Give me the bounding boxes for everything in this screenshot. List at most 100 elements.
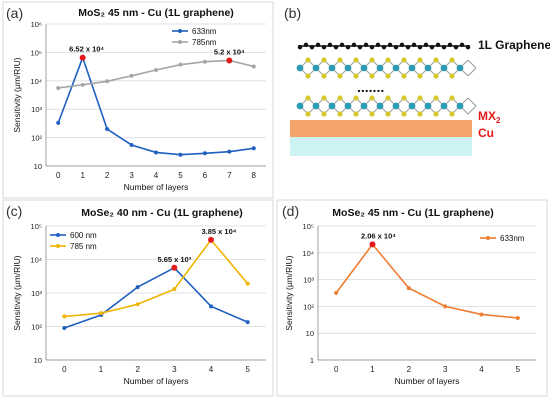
y-tick-label: 10⁶ [31,20,42,29]
legend-label: 600 nm [70,231,97,240]
y-tick-label: 10² [303,302,314,311]
chalcogen-atom [433,73,439,79]
graphene-atom [423,42,429,47]
chalcogen-atom [321,57,327,63]
schematic-b: ....... 1L Graphene MX2 Cu [290,38,550,156]
legend-marker [486,236,490,240]
legend-marker [56,233,60,237]
chalcogen-atom [401,111,407,117]
x-tick-label: 2 [407,365,412,374]
x-tick-label: 4 [479,365,484,374]
chalcogen-atom [433,111,439,117]
metal-atom [408,64,416,72]
data-point [135,285,140,290]
graphene-atom [357,45,363,50]
metal-atom [328,102,336,110]
graphene-atom [441,45,447,50]
mx2-upper-layer [296,57,477,79]
series-line [335,243,518,319]
data-point [209,304,213,309]
chalcogen-atom [369,111,375,117]
panel-a-letter: (a) [6,5,23,21]
data-point [105,79,110,84]
x-tick-label: 8 [252,171,257,180]
graphene-atom [447,42,453,47]
graphene-atom [417,45,423,50]
data-point [251,64,256,69]
series-line [64,266,248,329]
graphene-atom [315,42,321,47]
graphene-atom [387,42,393,47]
cu-layer [290,120,472,137]
graphene-layer [297,42,471,50]
chalcogen-atom [305,95,311,101]
data-point [202,151,207,156]
x-tick-label: 3 [172,365,177,374]
data-label: 5.2 x 10⁴ [214,47,245,56]
chalcogen-atom [305,73,311,79]
metal-atom [376,102,384,110]
data-point [62,326,67,331]
data-point [172,287,177,292]
chalcogen-atom [321,111,327,117]
bond [467,105,477,115]
y-axis-label: Sensitivity (μm/RIU) [12,57,22,132]
y-axis-label: Sensitivity (μm/RIU) [284,255,294,330]
data-label: 3.85 x 10⁴ [202,227,237,236]
layers-ellipsis: ....... [357,79,384,95]
graphene-atom [393,45,399,50]
data-point [515,315,520,320]
chalcogen-atom [305,111,311,117]
bond [467,59,477,69]
x-tick-label: 2 [105,171,110,180]
x-tick-label: 6 [203,171,208,180]
data-point [154,150,158,155]
x-axis-label: Number of layers [124,376,189,386]
x-tick-label: 5 [516,365,521,374]
x-tick-label: 0 [56,171,61,180]
panel-d-frame [276,199,548,397]
x-axis-label: Number of layers [124,182,189,192]
graphene-atom [405,45,411,50]
x-axis-label: Number of layers [395,376,460,386]
metal-atom [296,102,304,110]
metal-atom [360,64,368,72]
chalcogen-atom [433,95,439,101]
chalcogen-atom [369,57,375,63]
graphene-atom [321,45,327,50]
graphene-label: 1L Graphene [478,38,550,52]
y-tick-label: 10⁵ [303,222,314,231]
graphene-atom [411,42,417,47]
data-point [129,142,134,147]
y-tick-label: 10⁵ [31,222,42,231]
x-tick-label: 1 [99,365,104,374]
legend-marker [178,29,182,33]
chalcogen-atom [337,73,343,79]
highlight-point [171,264,178,271]
metal-atom [456,64,464,72]
highlight-point [369,241,376,248]
chalcogen-atom [369,95,375,101]
chart-d: 1 10 10² 10³ 10⁴ 10⁵ 0 1 2 3 4 5 MoSe₂ 45 nm - Cu (1… [284,207,536,386]
data-point [202,59,207,64]
bond [467,67,477,77]
x-tick-label: 3 [129,171,134,180]
data-point [334,290,339,295]
x-tick-label: 3 [443,365,448,374]
legend-label: 785nm [192,38,217,47]
y-tick-label: 10 [306,329,314,338]
chalcogen-atom [401,95,407,101]
chalcogen-atom [401,57,407,63]
y-axis-label: Sensitivity (μm/RIU) [12,255,22,330]
graphene-atom [459,42,465,47]
data-label: 5.65 x 10³ [157,255,191,264]
chalcogen-atom [305,57,311,63]
y-tick-label: 1 [310,356,314,365]
metal-atom [344,64,352,72]
series-line [64,238,249,318]
chalcogen-atom [433,57,439,63]
graphene-atom [435,42,441,47]
panel-a-frame [2,1,274,199]
data-point [178,62,183,67]
chart-title: MoS₂ 45 nm - Cu (1L graphene) [78,7,234,19]
